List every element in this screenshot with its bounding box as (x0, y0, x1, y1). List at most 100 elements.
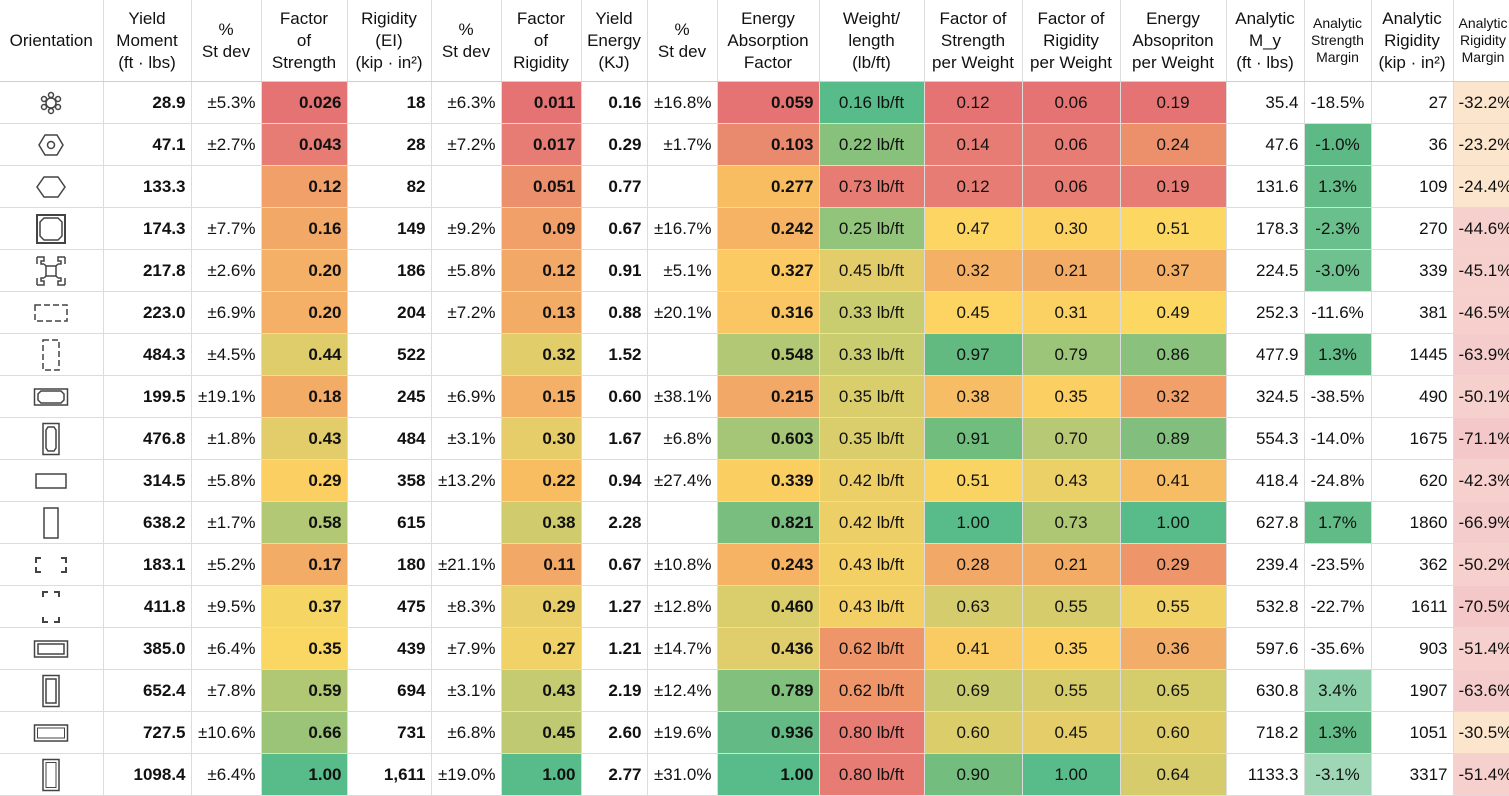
rigidity-stdev-cell: ±7.2% (431, 123, 502, 166)
table-row: 47.1 ±2.7% 0.043 28 ±7.2% 0.017 0.29 ±1.7% 0.103… (0, 123, 1509, 166)
column-header: % St dev (431, 0, 502, 82)
energy-absorption-factor-cell: 1.00 (717, 753, 820, 796)
energy-absorption-factor-cell: 0.277 (717, 165, 820, 208)
analytic-my-cell: 35.4 (1226, 81, 1305, 124)
analytic-rigidity-margin-cell: -66.9% (1453, 501, 1509, 544)
yield-moment-cell: 638.2 (103, 501, 192, 544)
energy-per-weight-cell: 0.55 (1120, 585, 1227, 628)
yield-moment-stdev-cell: ±19.1% (191, 375, 262, 418)
weight-per-length-cell: 0.43 lb/ft (819, 543, 925, 586)
hex-nut-icon (0, 123, 104, 166)
energy-per-weight-cell: 0.19 (1120, 165, 1227, 208)
yield-moment-stdev-cell: ±6.4% (191, 627, 262, 670)
yield-moment-stdev-cell: ±7.8% (191, 669, 262, 712)
analytic-my-cell: 627.8 (1226, 501, 1305, 544)
analytic-rigidity-cell: 1051 (1371, 711, 1454, 754)
energy-per-weight-cell: 0.65 (1120, 669, 1227, 712)
energy-per-weight-cell: 0.19 (1120, 81, 1227, 124)
factor-of-strength-cell: 0.37 (261, 585, 348, 628)
analytic-rigidity-margin-cell: -23.2% (1453, 123, 1509, 166)
energy-absorption-factor-cell: 0.243 (717, 543, 820, 586)
rigidity-stdev-cell: ±19.0% (431, 753, 502, 796)
yield-moment-cell: 652.4 (103, 669, 192, 712)
rect-dashed-icon (0, 291, 104, 334)
analytic-strength-margin-cell: -14.0% (1304, 417, 1372, 460)
rigidity-cell: 439 (347, 627, 432, 670)
yield-moment-stdev-cell: ±5.3% (191, 81, 262, 124)
factor-of-strength-cell: 0.44 (261, 333, 348, 376)
rigidity-per-weight-cell: 0.30 (1022, 207, 1121, 250)
analytic-rigidity-cell: 620 (1371, 459, 1454, 502)
column-header: Factor of Strength per Weight (924, 0, 1023, 82)
yield-energy-stdev-cell: ±6.8% (647, 417, 718, 460)
analytic-my-cell: 239.4 (1226, 543, 1305, 586)
yield-energy-cell: 0.88 (581, 291, 648, 334)
column-header: Factor of Strength (261, 0, 348, 82)
energy-per-weight-cell: 0.51 (1120, 207, 1227, 250)
analytic-my-cell: 224.5 (1226, 249, 1305, 292)
corner-brackets-icon (0, 543, 104, 586)
factor-of-rigidity-cell: 0.32 (501, 333, 582, 376)
strength-per-weight-cell: 0.14 (924, 123, 1023, 166)
factor-of-strength-cell: 0.043 (261, 123, 348, 166)
energy-absorption-factor-cell: 0.460 (717, 585, 820, 628)
table-row: 183.1 ±5.2% 0.17 180 ±21.1% 0.11 0.67 ±10.8% 0.2… (0, 543, 1509, 586)
factor-of-rigidity-cell: 0.45 (501, 711, 582, 754)
factor-of-rigidity-cell: 0.13 (501, 291, 582, 334)
analytic-rigidity-cell: 27 (1371, 81, 1454, 124)
analytic-rigidity-margin-cell: -32.2% (1453, 81, 1509, 124)
factor-of-rigidity-cell: 0.11 (501, 543, 582, 586)
analytic-strength-margin-cell: -1.0% (1304, 123, 1372, 166)
yield-moment-stdev-cell: ±2.7% (191, 123, 262, 166)
table-row: 385.0 ±6.4% 0.35 439 ±7.9% 0.27 1.21 ±14.7% 0.43… (0, 627, 1509, 670)
yield-energy-stdev-cell: ±31.0% (647, 753, 718, 796)
yield-moment-cell: 1098.4 (103, 753, 192, 796)
energy-absorption-factor-cell: 0.316 (717, 291, 820, 334)
rigidity-per-weight-cell: 0.21 (1022, 543, 1121, 586)
strength-per-weight-cell: 0.28 (924, 543, 1023, 586)
analytic-strength-margin-cell: -11.6% (1304, 291, 1372, 334)
strength-per-weight-cell: 0.97 (924, 333, 1023, 376)
wide-rect-thin-icon (0, 459, 104, 502)
analytic-rigidity-margin-cell: -63.6% (1453, 669, 1509, 712)
analytic-rigidity-cell: 1675 (1371, 417, 1454, 460)
energy-absorption-factor-cell: 0.215 (717, 375, 820, 418)
yield-energy-stdev-cell: ±12.8% (647, 585, 718, 628)
analytic-strength-margin-cell: -38.5% (1304, 375, 1372, 418)
analytic-strength-margin-cell: -23.5% (1304, 543, 1372, 586)
tall-corner-brackets-icon (0, 585, 104, 628)
analytic-my-cell: 252.3 (1226, 291, 1305, 334)
rigidity-cell: 484 (347, 417, 432, 460)
header-row: Orientation Yield Moment (ft · lbs)% St d… (0, 0, 1509, 82)
analytic-rigidity-cell: 270 (1371, 207, 1454, 250)
factor-of-rigidity-cell: 0.27 (501, 627, 582, 670)
factor-of-rigidity-cell: 0.30 (501, 417, 582, 460)
yield-energy-cell: 1.52 (581, 333, 648, 376)
energy-absorption-factor-cell: 0.339 (717, 459, 820, 502)
yield-energy-cell: 2.77 (581, 753, 648, 796)
yield-moment-stdev-cell: ±5.8% (191, 459, 262, 502)
energy-per-weight-cell: 0.49 (1120, 291, 1227, 334)
factor-of-strength-cell: 0.20 (261, 249, 348, 292)
yield-energy-cell: 0.67 (581, 207, 648, 250)
analytic-rigidity-cell: 1860 (1371, 501, 1454, 544)
analytic-rigidity-cell: 1611 (1371, 585, 1454, 628)
analytic-strength-margin-cell: -3.1% (1304, 753, 1372, 796)
rigidity-cell: 204 (347, 291, 432, 334)
analytic-rigidity-cell: 339 (1371, 249, 1454, 292)
yield-energy-stdev-cell (647, 333, 718, 376)
energy-per-weight-cell: 0.37 (1120, 249, 1227, 292)
rigidity-cell: 731 (347, 711, 432, 754)
energy-per-weight-cell: 1.00 (1120, 501, 1227, 544)
rigidity-stdev-cell (431, 501, 502, 544)
yield-energy-stdev-cell (647, 165, 718, 208)
factor-of-strength-cell: 0.17 (261, 543, 348, 586)
analytic-rigidity-margin-cell: -50.2% (1453, 543, 1509, 586)
energy-per-weight-cell: 0.86 (1120, 333, 1227, 376)
table-row: 476.8 ±1.8% 0.43 484 ±3.1% 0.30 1.67 ±6.8% 0.603… (0, 417, 1509, 460)
analytic-my-cell: 630.8 (1226, 669, 1305, 712)
energy-absorption-factor-cell: 0.548 (717, 333, 820, 376)
yield-energy-cell: 1.27 (581, 585, 648, 628)
analytic-strength-margin-cell: 1.3% (1304, 711, 1372, 754)
rigidity-stdev-cell: ±6.8% (431, 711, 502, 754)
